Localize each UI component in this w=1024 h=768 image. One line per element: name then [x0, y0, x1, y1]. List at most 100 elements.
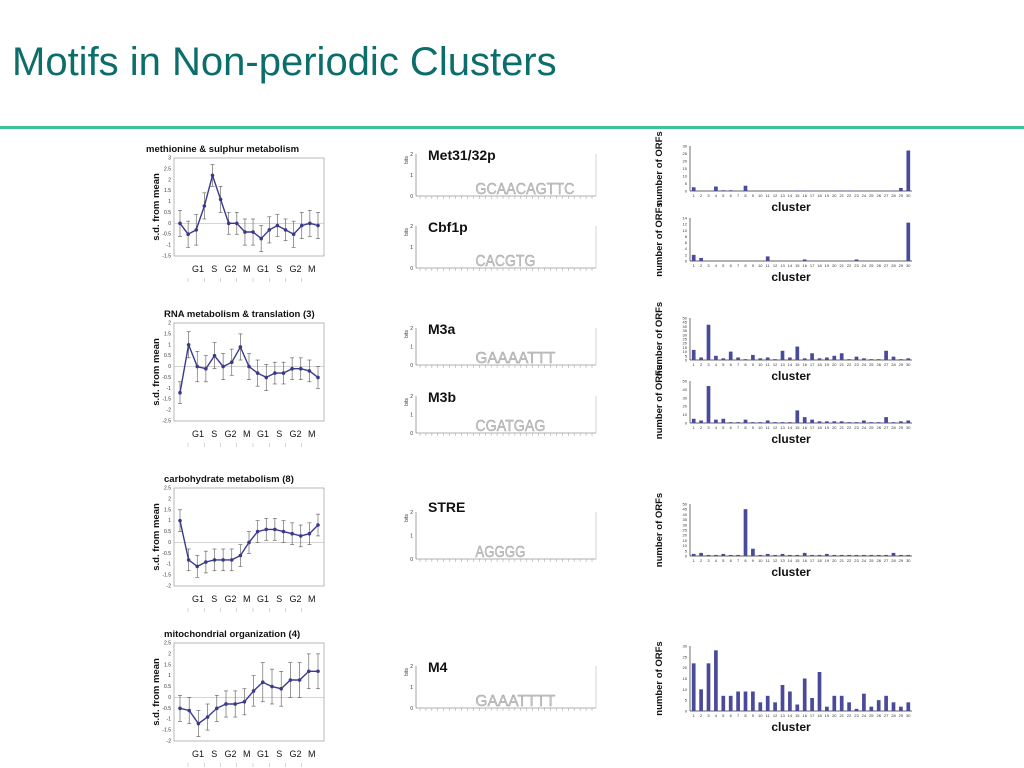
bits-label: bits: [404, 514, 410, 522]
y-tick-label: 25: [683, 528, 688, 533]
y-tick-label: 3: [168, 156, 171, 162]
bar: [854, 356, 859, 360]
cluster-tick-label: 28: [891, 425, 896, 430]
bar: [891, 702, 896, 711]
cluster-tick-label: 6: [730, 193, 733, 198]
cluster-tick-label: 20: [832, 362, 837, 367]
bar: [743, 509, 748, 556]
data-point: [275, 223, 280, 228]
cluster-tick-label: 10: [758, 425, 763, 430]
cluster-tick-label: 17: [810, 425, 815, 430]
y-tick-label: 0: [168, 695, 171, 701]
cluster-tick-label: 15: [795, 193, 800, 198]
y-tick-label: 12: [683, 222, 688, 227]
cluster-tick-label: 27: [884, 558, 889, 563]
bar: [847, 554, 851, 556]
cluster-tick-label: 2: [700, 263, 703, 268]
series-line: [179, 172, 319, 240]
bar: [751, 548, 755, 556]
y-tick-label: -1.5: [162, 573, 171, 579]
bar: [899, 421, 903, 423]
y-tick-label: 0: [168, 540, 171, 546]
logo-y-tick: 0: [410, 557, 413, 563]
data-point: [291, 232, 296, 237]
y-axis-label: number of ORFs: [654, 202, 665, 276]
data-point: [316, 223, 320, 228]
y-tick-label: 10: [683, 228, 688, 233]
cluster-tick-label: 28: [891, 713, 896, 718]
bar: [721, 553, 726, 556]
cluster-tick-label: 14: [788, 425, 793, 430]
cluster-tick-label: 20: [832, 713, 837, 718]
phase-label: G1: [257, 429, 269, 439]
cluster-tick-label: 1: [693, 425, 696, 430]
y-tick-label: 50: [683, 502, 688, 507]
y-tick-label: -0.5: [162, 375, 171, 381]
chart-title: carbohydrate metabolism (8): [164, 474, 294, 485]
cluster-tick-label: 26: [876, 425, 881, 430]
cluster-tick-label: 22: [847, 263, 852, 268]
logo-y-tick: 1: [410, 245, 413, 251]
y-tick-label: 2.5: [164, 641, 171, 647]
y-tick-label: 45: [683, 507, 688, 512]
data-point: [229, 360, 234, 364]
x-axis-label: cluster: [771, 369, 811, 383]
phase-label: M: [243, 594, 251, 604]
cluster-tick-label: 19: [825, 263, 830, 268]
y-tick-label: 1: [168, 199, 171, 205]
bar: [758, 554, 763, 556]
bar: [795, 410, 800, 423]
cluster-tick-label: 21: [839, 713, 844, 718]
data-point: [281, 371, 286, 375]
expression-chart: mitochondrial organization (4)2.5 2 1.5 1 0.…: [151, 629, 325, 767]
bar: [854, 422, 859, 423]
cluster-tick-label: 5: [722, 263, 725, 268]
cluster-tick-label: 13: [780, 362, 785, 367]
cluster-tick-label: 17: [810, 558, 815, 563]
data-point: [194, 228, 199, 232]
cluster-tick-label: 5: [722, 425, 725, 430]
bar: [906, 358, 911, 360]
cluster-tick-label: 28: [891, 263, 896, 268]
cluster-tick-label: 11: [766, 425, 771, 430]
y-tick-label: 25: [683, 337, 688, 342]
data-point: [270, 684, 274, 689]
data-point: [210, 173, 215, 178]
bar: [810, 554, 814, 556]
bar: [691, 418, 696, 423]
phase-label: G1: [192, 594, 204, 604]
bar: [691, 254, 696, 261]
data-point: [299, 223, 304, 228]
cluster-tick-label: 6: [730, 558, 733, 563]
data-point: [273, 527, 277, 532]
y-tick-label: -2: [167, 584, 172, 590]
bar: [728, 422, 733, 423]
y-tick-label: 30: [683, 522, 688, 527]
x-axis-label: cluster: [771, 720, 811, 734]
cluster-tick-label: 4: [715, 425, 718, 430]
cluster-tick-label: 14: [788, 193, 793, 198]
cluster-tick-label: 19: [825, 362, 830, 367]
bar: [721, 695, 726, 711]
cluster-tick-label: 29: [899, 362, 904, 367]
plot-frame: [173, 157, 325, 257]
cluster-tick-label: 6: [730, 263, 733, 268]
bar: [765, 420, 770, 423]
cluster-tick-label: 26: [876, 362, 881, 367]
cluster-tick-label: 1: [693, 193, 696, 198]
cluster-tick-label: 4: [715, 713, 718, 718]
cluster-tick-label: 14: [788, 362, 793, 367]
y-tick-label: -1.5: [162, 728, 171, 734]
cluster-tick-label: 29: [899, 193, 904, 198]
phase-label: S: [211, 594, 217, 604]
bits-label: bits: [404, 668, 410, 676]
bar: [780, 553, 785, 556]
logo-y-tick: 1: [410, 534, 413, 540]
cluster-tick-label: 25: [869, 263, 874, 268]
motif-name: M3a: [428, 321, 455, 337]
cluster-tick-label: 21: [839, 558, 844, 563]
bar: [884, 350, 888, 360]
